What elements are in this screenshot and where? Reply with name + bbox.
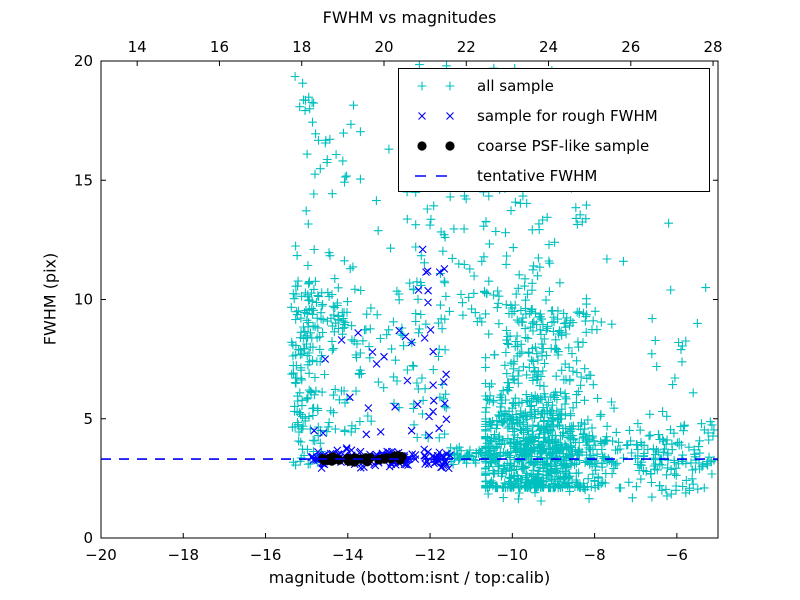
- top-tick-label: 26: [621, 38, 640, 56]
- top-tick-label: 20: [374, 38, 393, 56]
- top-tick-label: 16: [210, 38, 229, 56]
- legend-label: all sample: [477, 77, 554, 95]
- y-tick-label: 0: [83, 529, 93, 547]
- y-tick-label: 10: [74, 291, 93, 309]
- bottom-tick-label: −10: [497, 546, 529, 564]
- y-tick-label: 5: [83, 410, 93, 428]
- bottom-tick-label: −16: [250, 546, 282, 564]
- legend-item-all-sample: all sample: [399, 71, 709, 101]
- top-tick-label: 28: [704, 38, 723, 56]
- top-tick-label: 14: [128, 38, 147, 56]
- x-axis-label: magnitude (bottom:isnt / top:calib): [268, 568, 551, 587]
- dashed-line-icon: [409, 167, 467, 185]
- y-tick-label: 20: [74, 52, 93, 70]
- axis-ticks: [100, 60, 718, 539]
- axis-tick-labels: −20 −18 −16 −14 −12 −10 −8 −6 14 16 18 20 22 24 26 28 0 5…: [74, 38, 723, 564]
- legend-label: tentative FWHM: [477, 167, 598, 185]
- dot-marker-icon: [409, 137, 467, 155]
- top-tick-label: 22: [457, 38, 476, 56]
- bottom-tick-label: −6: [666, 546, 688, 564]
- bottom-tick-label: −12: [414, 546, 446, 564]
- legend-label: coarse PSF-like sample: [477, 137, 650, 155]
- all-sample-points: [286, 61, 718, 506]
- legend-label: sample for rough FWHM: [477, 107, 658, 125]
- top-tick-label: 18: [292, 38, 311, 56]
- sample-for-rough-FWHM-points: [307, 245, 454, 473]
- plus-marker-icon: [409, 77, 467, 95]
- y-tick-label: 15: [74, 171, 93, 189]
- bottom-tick-label: −8: [584, 546, 606, 564]
- bottom-tick-label: −20: [85, 546, 117, 564]
- y-axis-label: FWHM (pix): [40, 252, 60, 346]
- bottom-tick-label: −14: [332, 546, 364, 564]
- top-tick-label: 24: [539, 38, 558, 56]
- cross-marker-icon: [409, 107, 467, 125]
- data-points-layer: [101, 61, 718, 506]
- legend-item-tentative-fwhm: tentative FWHM: [399, 161, 709, 191]
- legend-box: all sample sample for rough FWHM coarse …: [398, 68, 710, 192]
- legend-item-psf-like: coarse PSF-like sample: [399, 131, 709, 161]
- legend-item-rough-fwhm: sample for rough FWHM: [399, 101, 709, 131]
- plot-title: FWHM vs magnitudes: [322, 8, 497, 27]
- bottom-tick-label: −18: [167, 546, 199, 564]
